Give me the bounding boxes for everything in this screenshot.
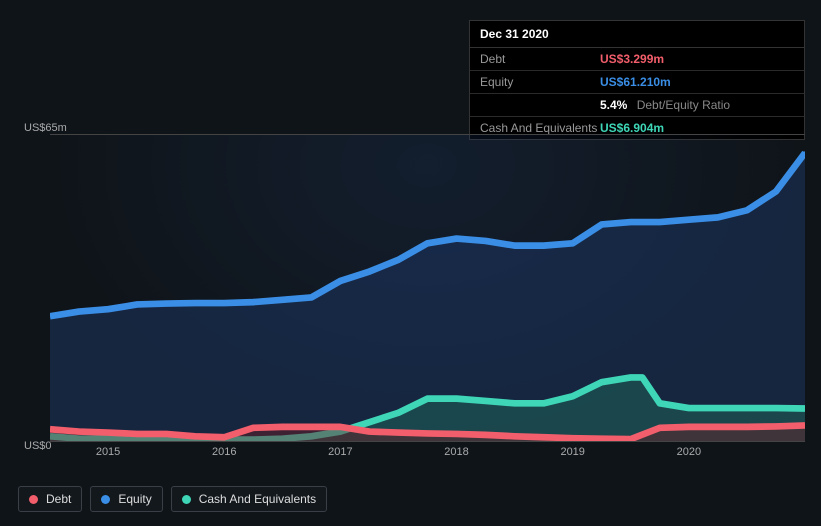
chart-legend: Debt Equity Cash And Equivalents — [18, 486, 327, 512]
chart-plot-area[interactable] — [50, 134, 805, 442]
legend-item-equity[interactable]: Equity — [90, 486, 162, 512]
tooltip-label: Debt — [480, 52, 600, 66]
tooltip-value: US$61.210m — [600, 75, 671, 89]
legend-swatch — [182, 495, 191, 504]
tooltip-row-ratio: 5.4% Debt/Equity Ratio — [470, 94, 804, 117]
tooltip-label: Equity — [480, 75, 600, 89]
legend-swatch — [29, 495, 38, 504]
legend-label: Debt — [46, 492, 71, 506]
tooltip-date: Dec 31 2020 — [470, 21, 804, 48]
legend-swatch — [101, 495, 110, 504]
tooltip-label — [480, 98, 600, 112]
tooltip-row-equity: Equity US$61.210m — [470, 71, 804, 94]
y-axis-label-top: US$65m — [24, 122, 67, 134]
tooltip-value: US$3.299m — [600, 52, 664, 66]
legend-label: Equity — [118, 492, 151, 506]
x-axis-tick: 2016 — [212, 446, 236, 458]
x-axis-tick: 2018 — [444, 446, 468, 458]
tooltip-suffix: Debt/Equity Ratio — [637, 98, 730, 112]
x-axis-tick: 2017 — [328, 446, 352, 458]
x-axis-tick: 2020 — [677, 446, 701, 458]
x-axis-labels: 2015 2016 2017 2018 2019 2020 — [50, 446, 805, 462]
chart-container: US$65m US$0 2015 2016 2017 2018 2019 2020 — [16, 120, 805, 476]
chart-svg — [50, 135, 805, 441]
legend-item-debt[interactable]: Debt — [18, 486, 82, 512]
legend-item-cash[interactable]: Cash And Equivalents — [171, 486, 327, 512]
tooltip-row-debt: Debt US$3.299m — [470, 48, 804, 71]
legend-label: Cash And Equivalents — [199, 492, 316, 506]
tooltip-value: 5.4% — [600, 98, 627, 112]
x-axis-tick: 2019 — [560, 446, 584, 458]
x-axis-tick: 2015 — [96, 446, 120, 458]
y-axis-label-bottom: US$0 — [24, 440, 52, 452]
